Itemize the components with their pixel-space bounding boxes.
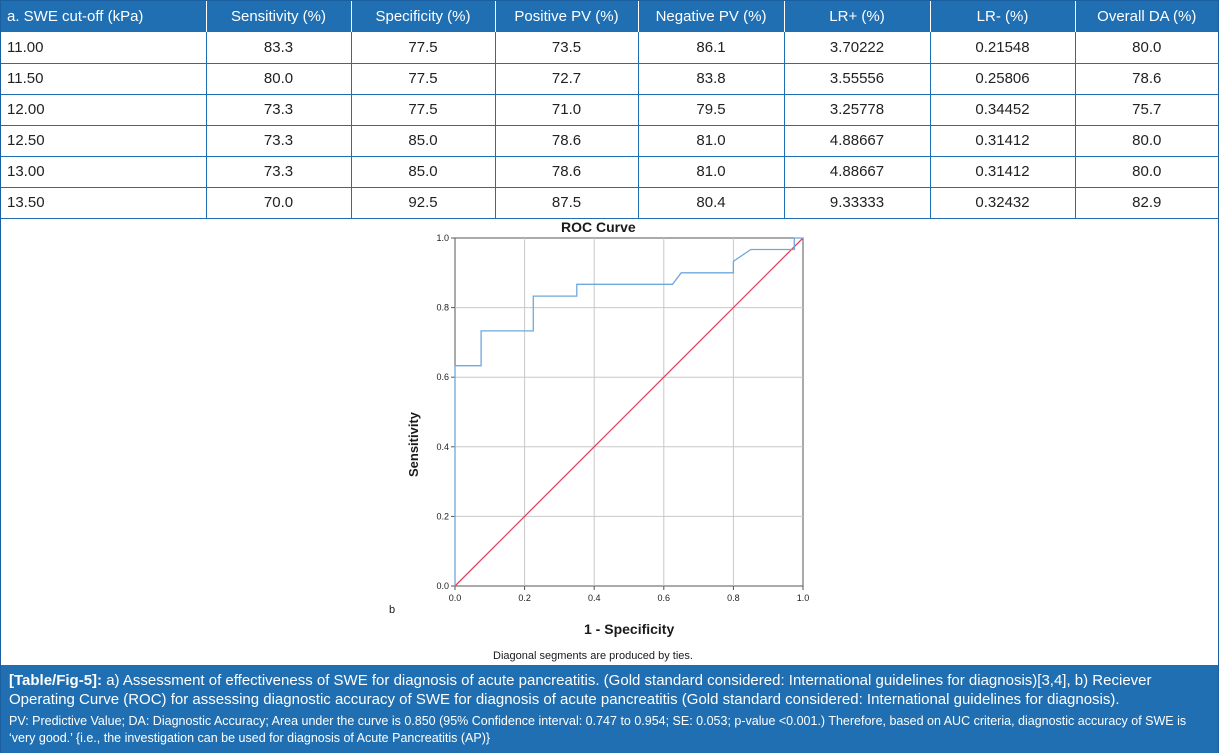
table-cell: 9.33333 [784,187,930,218]
x-tick-label: 1.0 [797,593,810,603]
table-cell: 83.3 [206,32,351,63]
roc-panel: ROC Curve 0.0 0.2 0.4 0.6 0.8 1.0 0.0 0.2 0.4 0.6… [1,219,1218,662]
table-cell: 80.0 [1075,156,1218,187]
header-overall-da: Overall DA (%) [1075,1,1218,32]
table-cell: 11.50 [1,63,206,94]
y-tick-label: 0.6 [436,372,449,382]
table-cell: 0.31412 [930,156,1075,187]
x-axis-label: 1 - Specificity [584,621,674,637]
header-cutoff: a. SWE cut-off (kPa) [1,1,206,32]
caption-note: PV: Predictive Value; DA: Diagnostic Acc… [9,713,1210,747]
table-cell: 3.25778 [784,94,930,125]
table-cell: 77.5 [351,94,495,125]
table-cell: 4.88667 [784,156,930,187]
roc-chart: 0.0 0.2 0.4 0.6 0.8 1.0 0.0 0.2 0.4 0.6 0.8 1.0 [1,219,1218,662]
y-axis-label: Sensitivity [406,411,421,476]
table-cell: 0.32432 [930,187,1075,218]
x-tick-label: 0.6 [658,593,671,603]
table-cell: 73.3 [206,125,351,156]
table-cell: 80.0 [206,63,351,94]
table-cell: 81.0 [638,156,784,187]
table-row: 11.00 83.3 77.5 73.5 86.1 3.70222 0.2154… [1,32,1218,63]
table-cell: 77.5 [351,63,495,94]
table-cell: 73.3 [206,156,351,187]
header-sensitivity: Sensitivity (%) [206,1,351,32]
table-row: 13.00 73.3 85.0 78.6 81.0 4.88667 0.3141… [1,156,1218,187]
table-cell: 85.0 [351,156,495,187]
x-tick-label: 0.4 [588,593,601,603]
table-cell: 70.0 [206,187,351,218]
table-row: 12.00 73.3 77.5 71.0 79.5 3.25778 0.3445… [1,94,1218,125]
x-tick-label: 0.0 [449,593,462,603]
table-cell: 12.00 [1,94,206,125]
header-ppv: Positive PV (%) [495,1,638,32]
table-cell: 75.7 [1075,94,1218,125]
table-row: 13.50 70.0 92.5 87.5 80.4 9.33333 0.3243… [1,187,1218,218]
table-cell: 81.0 [638,125,784,156]
table-cell: 87.5 [495,187,638,218]
x-tick-label: 0.8 [727,593,740,603]
table-cell: 80.0 [1075,32,1218,63]
figure-caption: [Table/Fig-5]: a) Assessment of effectiv… [1,665,1218,753]
table-cell: 0.21548 [930,32,1075,63]
table-row: 12.50 73.3 85.0 78.6 81.0 4.88667 0.3141… [1,125,1218,156]
table-cell: 73.3 [206,94,351,125]
table-row: 11.50 80.0 77.5 72.7 83.8 3.55556 0.2580… [1,63,1218,94]
table-cell: 80.4 [638,187,784,218]
results-table: a. SWE cut-off (kPa) Sensitivity (%) Spe… [1,1,1218,219]
y-tick-label: 0.8 [436,302,449,312]
table-cell: 78.6 [495,125,638,156]
table-cell: 78.6 [495,156,638,187]
header-lr-plus: LR+ (%) [784,1,930,32]
table-cell: 78.6 [1075,63,1218,94]
table-cell: 3.55556 [784,63,930,94]
chart-footnote: Diagonal segments are produced by ties. [493,650,693,662]
x-tick-label: 0.2 [518,593,531,603]
table-cell: 77.5 [351,32,495,63]
y-tick-label: 1.0 [436,233,449,243]
caption-label: [Table/Fig-5]: [9,672,102,689]
table-cell: 13.50 [1,187,206,218]
y-tick-label: 0.2 [436,511,449,521]
table-cell: 0.25806 [930,63,1075,94]
table-cell: 0.31412 [930,125,1075,156]
table-cell: 72.7 [495,63,638,94]
figure-frame: a. SWE cut-off (kPa) Sensitivity (%) Spe… [0,0,1219,753]
table-cell: 86.1 [638,32,784,63]
table-cell: 13.00 [1,156,206,187]
y-tick-label: 0.4 [436,441,449,451]
table-cell: 71.0 [495,94,638,125]
table-cell: 0.34452 [930,94,1075,125]
table-cell: 82.9 [1075,187,1218,218]
y-tick-label: 0.0 [436,581,449,591]
table-cell: 3.70222 [784,32,930,63]
table-cell: 80.0 [1075,125,1218,156]
table-header-row: a. SWE cut-off (kPa) Sensitivity (%) Spe… [1,1,1218,32]
caption-text: a) Assessment of effectiveness of SWE fo… [9,672,1152,708]
panel-letter: b [389,604,395,616]
table-cell: 12.50 [1,125,206,156]
table-cell: 85.0 [351,125,495,156]
table-cell: 11.00 [1,32,206,63]
header-specificity: Specificity (%) [351,1,495,32]
table-cell: 79.5 [638,94,784,125]
table-cell: 92.5 [351,187,495,218]
table-cell: 4.88667 [784,125,930,156]
header-npv: Negative PV (%) [638,1,784,32]
table-cell: 83.8 [638,63,784,94]
header-lr-minus: LR- (%) [930,1,1075,32]
table-cell: 73.5 [495,32,638,63]
caption-main: [Table/Fig-5]: a) Assessment of effectiv… [9,671,1210,709]
